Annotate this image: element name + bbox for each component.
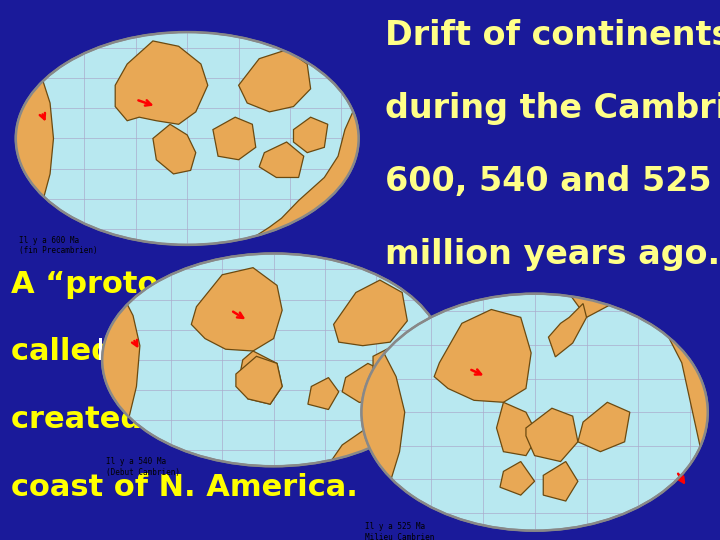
Polygon shape [153,124,196,174]
Text: is: is [201,338,240,367]
Text: (fin Precambrien): (fin Precambrien) [19,246,98,255]
Text: Drift of continents: Drift of continents [385,19,720,52]
Polygon shape [333,280,408,346]
Polygon shape [259,142,304,178]
Polygon shape [325,271,454,470]
Ellipse shape [16,32,359,245]
Polygon shape [549,303,587,357]
Ellipse shape [361,294,708,531]
Text: A “proto-Atlantic”: A “proto-Atlantic” [11,270,325,299]
Polygon shape [192,268,282,351]
Polygon shape [115,41,208,124]
Polygon shape [500,462,534,495]
Polygon shape [213,117,256,160]
Polygon shape [578,402,630,451]
Text: Il y a 525 Ma: Il y a 525 Ma [365,522,425,531]
Polygon shape [94,262,140,457]
Polygon shape [434,309,531,402]
Polygon shape [256,64,367,248]
Polygon shape [239,351,282,404]
Text: called: called [11,338,123,367]
Text: Milieu Cambrien: Milieu Cambrien [365,534,434,540]
Text: created along east: created along east [11,405,333,434]
Ellipse shape [102,253,445,466]
Text: Il y a 600 Ma: Il y a 600 Ma [19,236,79,245]
Text: Iapetus: Iapetus [96,338,209,367]
Polygon shape [353,303,405,521]
Text: million years ago.: million years ago. [385,238,720,271]
Text: (Debut Cambrien): (Debut Cambrien) [106,468,179,477]
Polygon shape [238,50,310,112]
Polygon shape [342,363,390,402]
Text: Il y a 540 Ma: Il y a 540 Ma [106,457,166,466]
Polygon shape [308,377,338,409]
Polygon shape [570,294,716,511]
Polygon shape [544,462,578,501]
Polygon shape [526,408,578,462]
Text: coast of N. America.: coast of N. America. [11,472,358,502]
Text: 600, 540 and 525: 600, 540 and 525 [385,165,712,198]
Polygon shape [294,117,328,153]
Text: during the Cambrian:: during the Cambrian: [385,92,720,125]
Polygon shape [373,346,414,381]
Polygon shape [236,356,282,404]
Polygon shape [497,402,538,456]
Polygon shape [7,41,53,236]
